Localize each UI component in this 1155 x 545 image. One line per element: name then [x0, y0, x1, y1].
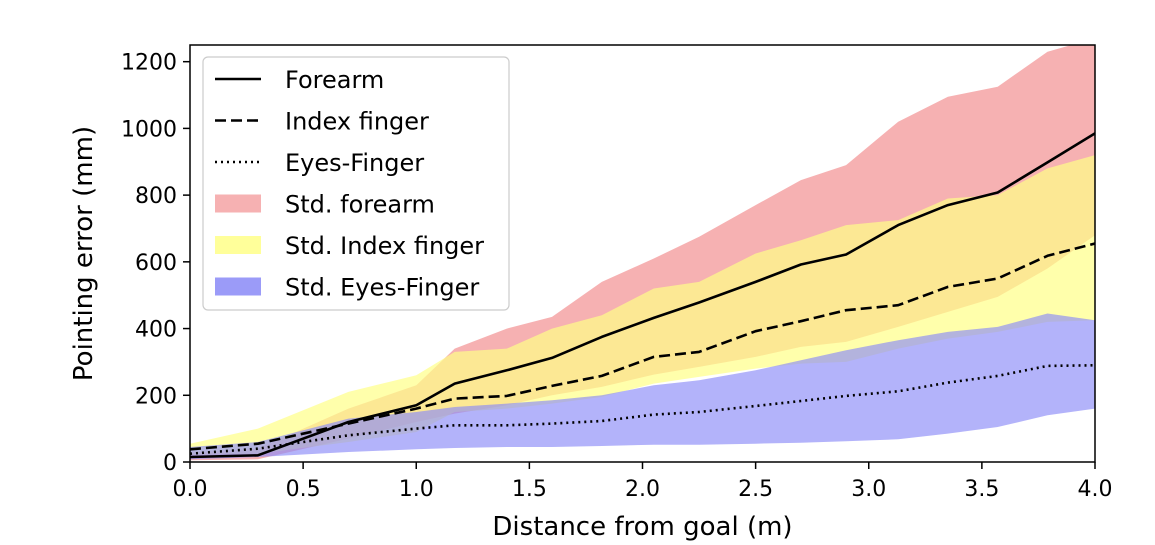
y-tick-label: 400: [135, 318, 177, 343]
legend-label-forearm: Forearm: [285, 66, 384, 94]
x-tick-label: 3.5: [964, 477, 999, 502]
legend-swatch-std-forearm: [215, 194, 261, 213]
series-line-eyes-finger: [190, 364, 1095, 455]
y-tick-label: 800: [135, 184, 177, 209]
x-tick-label: 1.0: [399, 477, 434, 502]
x-tick-label: 0.5: [286, 477, 321, 502]
legend-box: [202, 56, 510, 311]
y-axis-label: Pointing error (mm): [69, 126, 99, 381]
series-lines-layer: [190, 132, 1095, 459]
legend-label-std-forearm: Std. forearm: [285, 191, 435, 219]
legend: Forearm Index finger Eyes-Finger Std. forea…: [202, 56, 510, 311]
y-tick-label: 1000: [121, 117, 177, 142]
x-tick-label: 3.0: [851, 477, 886, 502]
series-line-forearm: [190, 132, 1095, 459]
std-bands-layer: [190, 45, 1095, 461]
x-tick-label: 2.5: [738, 477, 773, 502]
band-std-index-finger: [190, 155, 1095, 456]
legend-swatch-std-eyes-finger: [215, 277, 261, 296]
x-axis-label: Distance from goal (m): [492, 512, 792, 542]
legend-label-std-eyes-finger: Std. Eyes-Finger: [285, 274, 479, 302]
axis-ticks-layer: 0.0 0.5 1.0 1.5 2.0 2.5 3.0 3.5 4.0 0 200 400 600 800…: [121, 51, 1113, 502]
x-tick-label: 2.0: [625, 477, 660, 502]
band-std-eyes-finger: [190, 313, 1095, 460]
legend-label-eyes-finger: Eyes-Finger: [285, 149, 424, 177]
series-line-index-finger: [190, 242, 1095, 451]
y-tick-label: 1200: [121, 51, 177, 76]
y-tick-label: 200: [135, 384, 177, 409]
x-tick-label: 0.0: [173, 477, 208, 502]
y-tick-label: 600: [135, 251, 177, 276]
x-tick-label: 1.5: [512, 477, 547, 502]
legend-label-std-index-finger: Std. Index finger: [285, 232, 484, 260]
band-std-forearm: [190, 45, 1095, 461]
x-tick-label: 4.0: [1078, 477, 1113, 502]
legend-label-index-finger: Index finger: [285, 108, 429, 136]
legend-swatch-std-index-finger: [215, 236, 261, 254]
y-tick-label: 0: [163, 451, 177, 476]
